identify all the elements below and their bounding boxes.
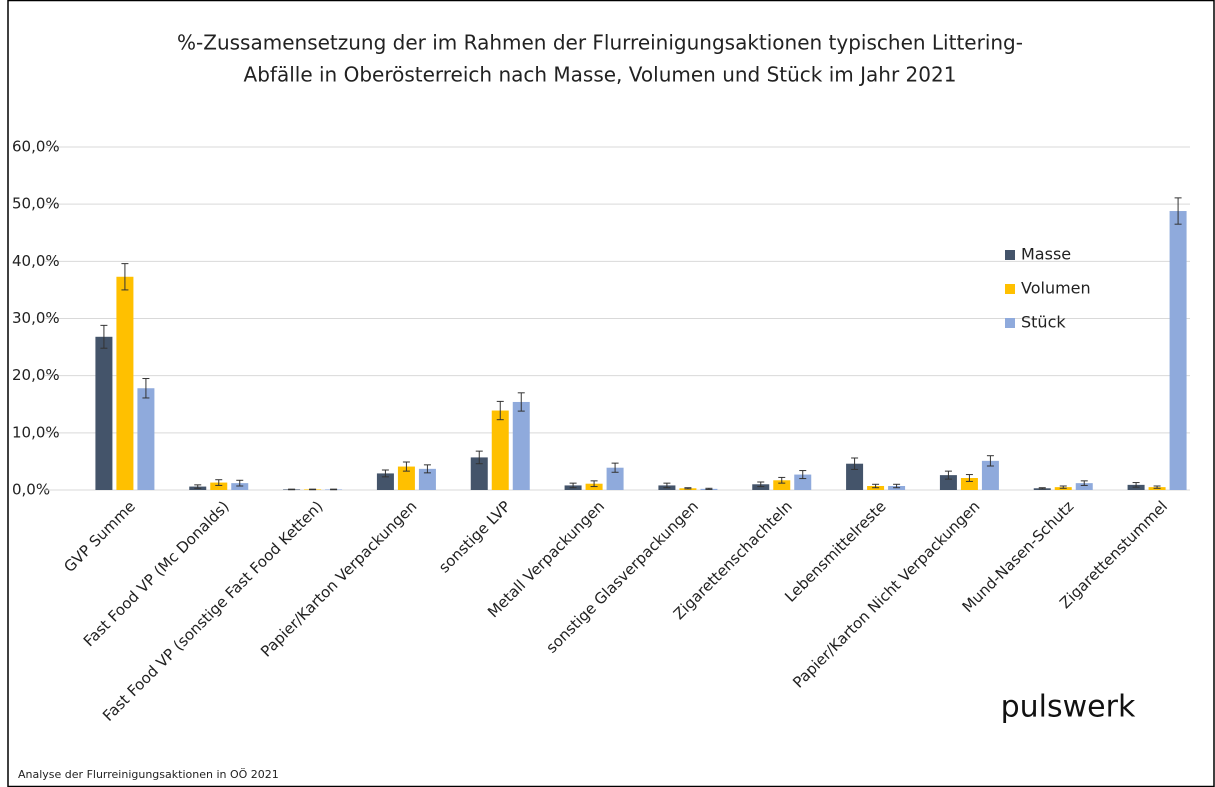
- legend-label: Masse: [1021, 245, 1071, 264]
- bar: [397, 466, 415, 490]
- bar: [95, 336, 113, 490]
- y-tick-label: 40,0%: [12, 252, 60, 270]
- legend-swatch: [1005, 284, 1015, 294]
- bar: [773, 480, 791, 490]
- bar: [981, 460, 999, 490]
- frame: [7, 0, 1215, 787]
- y-tick-label: 60,0%: [12, 138, 60, 156]
- bar: [752, 484, 770, 490]
- bar: [794, 474, 812, 490]
- bar: [512, 401, 530, 490]
- y-tick-label: 20,0%: [12, 366, 60, 384]
- y-tick-label: 0,0%: [12, 481, 50, 499]
- bar: [491, 410, 509, 490]
- bar: [606, 467, 624, 490]
- footnote: Analyse der Flurreinigungsaktionen in OÖ…: [18, 768, 279, 781]
- bar: [846, 463, 864, 490]
- bar: [210, 482, 228, 490]
- y-tick-label: 10,0%: [12, 423, 60, 441]
- legend-swatch: [1005, 318, 1015, 328]
- bar: [376, 473, 394, 490]
- bar: [137, 388, 155, 490]
- bar: [960, 477, 978, 490]
- bar: [1169, 211, 1187, 490]
- y-tick-label: 50,0%: [12, 195, 60, 213]
- chart-title: Abfälle in Oberösterreich nach Masse, Vo…: [244, 63, 957, 87]
- chart-title: %-Zussamensetzung der im Rahmen der Flur…: [177, 31, 1023, 55]
- bar: [231, 483, 249, 490]
- bar: [418, 468, 436, 490]
- legend-label: Volumen: [1021, 279, 1091, 298]
- legend-swatch: [1005, 250, 1015, 260]
- logo: pulswerk: [1001, 690, 1136, 725]
- legend-label: Stück: [1021, 313, 1066, 332]
- bar: [116, 276, 134, 490]
- bar: [470, 457, 488, 490]
- bar: [939, 475, 957, 490]
- bar: [1075, 483, 1093, 490]
- y-tick-label: 30,0%: [12, 309, 60, 327]
